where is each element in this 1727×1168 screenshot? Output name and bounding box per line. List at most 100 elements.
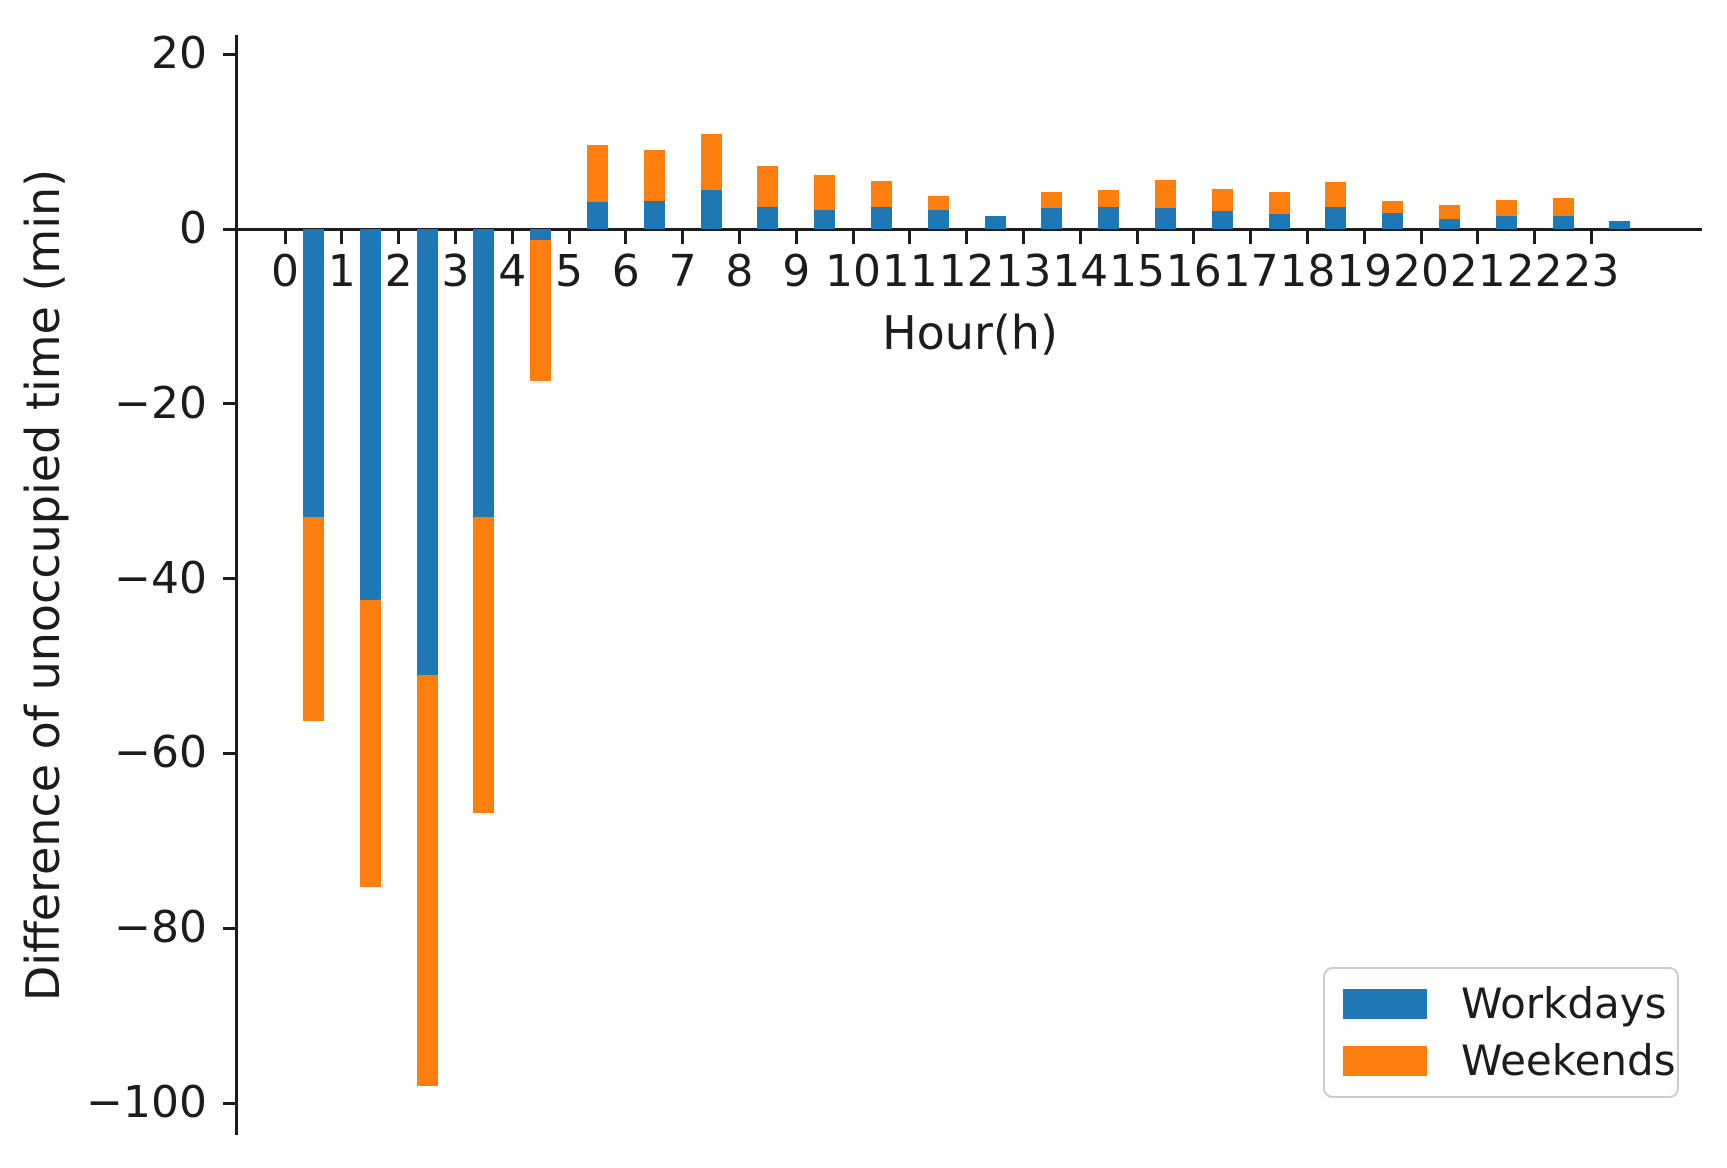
bar-workdays-22 <box>1552 215 1574 229</box>
y-tick <box>223 751 238 755</box>
y-tick <box>223 1101 238 1105</box>
x-tick <box>851 230 855 244</box>
bar-weekends-15 <box>1154 180 1176 208</box>
x-tick-label: 23 <box>1563 246 1620 297</box>
bar-workdays-21 <box>1495 215 1517 229</box>
x-tick-label: 5 <box>555 246 583 297</box>
bar-weekends-22 <box>1552 197 1574 216</box>
bar-workdays-23 <box>1609 221 1631 229</box>
y-tick-label: −40 <box>114 552 207 604</box>
bar-workdays-7 <box>700 189 722 229</box>
bar-weekends-0 <box>302 517 324 722</box>
x-tick <box>794 230 798 244</box>
bar-weekends-20 <box>1438 205 1460 220</box>
bar-workdays-14 <box>1098 207 1120 229</box>
x-tick <box>1419 230 1423 244</box>
y-tick <box>223 926 238 930</box>
x-tick <box>1476 230 1480 244</box>
bar-weekends-6 <box>643 150 665 202</box>
bar-workdays-2 <box>416 229 438 675</box>
bar-workdays-19 <box>1382 213 1404 229</box>
bar-weekends-21 <box>1495 200 1517 216</box>
x-tick <box>1021 230 1025 244</box>
bar-workdays-16 <box>1211 210 1233 229</box>
x-axis-label: Hour(h) <box>882 306 1058 360</box>
legend-label-workdays: Workdays <box>1461 979 1667 1029</box>
x-tick <box>340 230 344 244</box>
bar-weekends-5 <box>586 145 608 202</box>
y-tick-label: −20 <box>114 377 207 429</box>
bar-weekends-3 <box>473 517 495 813</box>
bar-workdays-18 <box>1325 207 1347 229</box>
x-tick-label: 14 <box>1052 246 1109 297</box>
x-tick-label: 12 <box>938 246 995 297</box>
y-tick-label: 20 <box>151 28 207 80</box>
bar-workdays-8 <box>757 207 779 229</box>
x-tick-label: 16 <box>1165 246 1222 297</box>
legend: Workdays Weekends <box>1323 967 1679 1098</box>
y-axis-spine <box>235 35 238 1135</box>
x-tick <box>1192 230 1196 244</box>
y-tick <box>223 577 238 581</box>
bar-weekends-18 <box>1325 181 1347 208</box>
legend-swatch-workdays <box>1343 989 1427 1020</box>
x-tick <box>283 230 287 244</box>
x-tick-label: 4 <box>498 246 527 297</box>
bar-workdays-11 <box>927 209 949 229</box>
legend-swatch-weekends <box>1343 1045 1427 1076</box>
x-tick <box>624 230 628 244</box>
legend-label-weekends: Weekends <box>1461 1035 1676 1085</box>
x-tick <box>453 230 457 244</box>
x-tick <box>1135 230 1139 244</box>
y-tick <box>223 52 238 56</box>
x-tick-label: 6 <box>611 246 640 297</box>
x-tick-label: 17 <box>1222 246 1279 297</box>
x-tick <box>965 230 969 244</box>
bar-workdays-1 <box>359 229 381 601</box>
x-tick <box>1533 230 1537 244</box>
bar-weekends-8 <box>757 166 779 208</box>
bar-weekends-2 <box>416 674 438 1087</box>
bar-weekends-1 <box>359 600 381 888</box>
legend-item-weekends: Weekends <box>1343 1035 1677 1085</box>
x-axis-spine <box>235 227 1702 231</box>
bar-workdays-6 <box>643 201 665 229</box>
x-tick-label: 21 <box>1449 246 1506 297</box>
bar-workdays-13 <box>1041 208 1063 229</box>
x-tick-label: 15 <box>1109 246 1165 297</box>
y-tick <box>223 402 238 406</box>
x-tick-label: 9 <box>782 246 811 297</box>
x-tick-label: 0 <box>271 246 299 297</box>
x-tick <box>1078 230 1082 244</box>
bar-weekends-11 <box>927 195 949 210</box>
x-tick <box>567 230 571 244</box>
bar-workdays-15 <box>1154 208 1176 229</box>
x-tick <box>1362 230 1366 244</box>
bar-weekends-7 <box>700 133 722 190</box>
x-tick <box>908 230 912 244</box>
x-tick-label: 22 <box>1506 246 1563 297</box>
x-tick-label: 13 <box>995 246 1052 297</box>
y-tick-label: −80 <box>114 902 207 954</box>
bar-weekends-4 <box>530 240 552 382</box>
x-tick-label: 18 <box>1279 246 1336 297</box>
x-tick-label: 7 <box>668 246 697 297</box>
bar-workdays-5 <box>586 201 608 229</box>
x-tick-label: 10 <box>825 246 881 297</box>
bar-workdays-4 <box>530 229 552 241</box>
bar-workdays-12 <box>984 215 1006 229</box>
x-tick <box>510 230 514 244</box>
bar-weekends-19 <box>1382 201 1404 214</box>
bar-weekends-13 <box>1041 192 1063 208</box>
legend-item-workdays: Workdays <box>1343 983 1677 1025</box>
bar-workdays-10 <box>870 207 892 229</box>
y-tick-label: −100 <box>86 1077 207 1128</box>
bar-weekends-9 <box>814 174 836 210</box>
x-tick-label: 20 <box>1393 246 1449 297</box>
x-tick-label: 2 <box>384 246 413 297</box>
bar-weekends-17 <box>1268 192 1290 215</box>
x-tick-label: 11 <box>881 246 938 297</box>
x-tick <box>681 230 685 244</box>
